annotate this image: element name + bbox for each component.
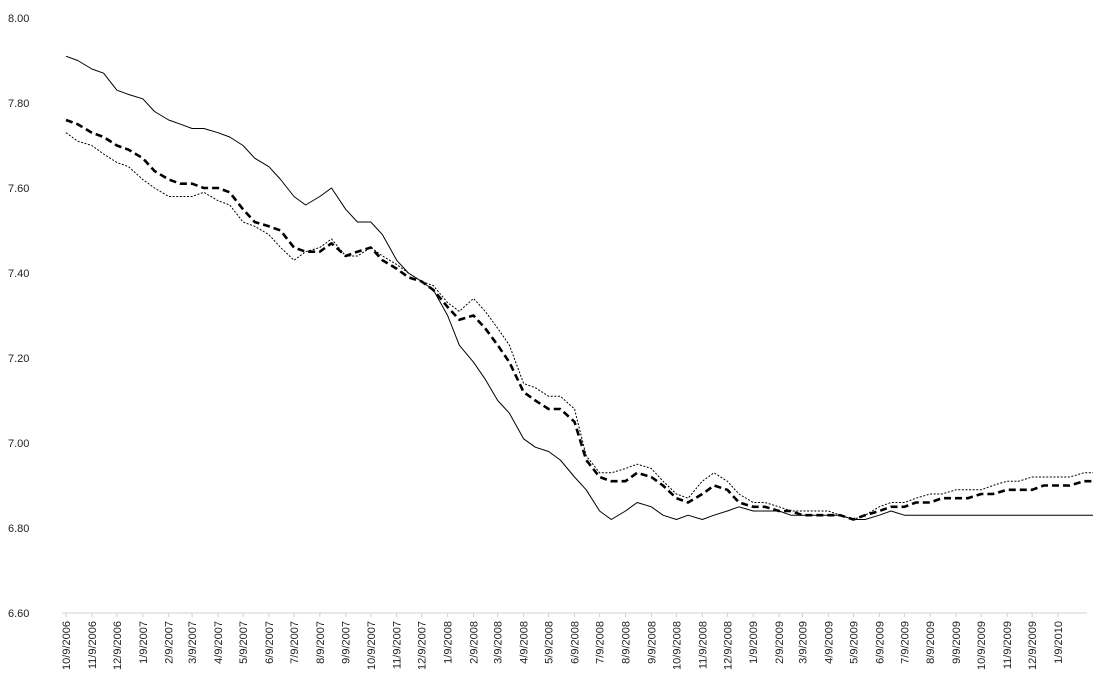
- x-tick-label: 3/9/2009: [797, 621, 809, 664]
- series-lines: [65, 55, 1093, 521]
- x-tick-label: 12/9/2006: [112, 621, 124, 670]
- x-tick-label: 8/9/2008: [620, 621, 632, 664]
- x-tick-label: 5/9/2009: [848, 621, 860, 664]
- x-tick-label: 9/9/2007: [341, 621, 353, 664]
- y-tick-label: 7.60: [8, 183, 29, 195]
- x-tick-label: 2/9/2009: [774, 621, 786, 664]
- x-tick-label: 5/9/2008: [544, 621, 556, 664]
- x-tick-label: 4/9/2008: [519, 621, 531, 664]
- x-tick-label: 1/9/2008: [443, 621, 455, 664]
- x-tick-label: 7/9/2007: [289, 621, 301, 664]
- x-tick-label: 1/9/2009: [748, 621, 760, 664]
- x-tick-label: 10/9/2008: [671, 621, 683, 670]
- y-tick-label: 7.00: [8, 438, 29, 450]
- x-tick-label: 4/9/2009: [823, 621, 835, 664]
- x-tick-label: 11/9/2008: [697, 621, 709, 669]
- x-tick-label: 1/9/2007: [138, 621, 150, 664]
- y-axis-labels: 8.00 7.80 7.60 7.40 7.20 7.00 6.80 6.60: [8, 13, 29, 620]
- x-tick-label: 11/9/2007: [392, 621, 404, 669]
- series-line-dashed: [65, 118, 1093, 521]
- y-tick-label: 7.40: [8, 268, 29, 280]
- x-tick-label: 5/9/2007: [238, 621, 250, 664]
- x-axis-labels: 10/9/2006 11/9/2006 12/9/2006 1/9/2007 2/9/2…: [61, 621, 1065, 670]
- x-tick-label: 6/9/2009: [874, 621, 886, 664]
- x-tick-label: 8/9/2007: [315, 621, 327, 664]
- x-tick-label: 9/9/2008: [646, 621, 658, 664]
- x-tick-label: 2/9/2008: [468, 621, 480, 664]
- x-tick-label: 12/9/2007: [417, 621, 429, 670]
- x-tick-label: 9/9/2009: [951, 621, 963, 664]
- series-line-solid: [65, 55, 1093, 520]
- y-tick-label: 6.80: [8, 523, 29, 535]
- x-tick-label: 7/9/2009: [899, 621, 911, 664]
- x-tick-label: 1/9/2010: [1053, 621, 1065, 664]
- y-tick-label: 7.20: [8, 353, 29, 365]
- x-tick-label: 11/9/2006: [87, 621, 99, 669]
- series-line-dotted: [65, 132, 1093, 520]
- y-tick-label: 8.00: [8, 13, 29, 25]
- x-tick-label: 10/9/2006: [61, 621, 73, 670]
- x-tick-label: 11/9/2009: [1002, 621, 1014, 669]
- x-tick-label: 6/9/2008: [570, 621, 582, 664]
- x-tick-label: 8/9/2009: [925, 621, 937, 664]
- x-tick-label: 10/9/2007: [366, 621, 378, 670]
- x-tick-label: 3/9/2008: [493, 621, 505, 664]
- x-tick-label: 7/9/2008: [595, 621, 607, 664]
- x-tick-label: 6/9/2007: [264, 621, 276, 664]
- y-tick-label: 6.60: [8, 608, 29, 620]
- x-tick-label: 10/9/2009: [976, 621, 988, 670]
- x-tick-label: 12/9/2009: [1027, 621, 1039, 670]
- x-axis-ticks: [65, 613, 1059, 617]
- x-tick-label: 2/9/2007: [164, 621, 176, 664]
- x-tick-label: 3/9/2007: [187, 621, 199, 664]
- y-tick-label: 7.80: [8, 98, 29, 110]
- x-tick-label: 12/9/2008: [722, 621, 734, 670]
- x-tick-label: 4/9/2007: [213, 621, 225, 664]
